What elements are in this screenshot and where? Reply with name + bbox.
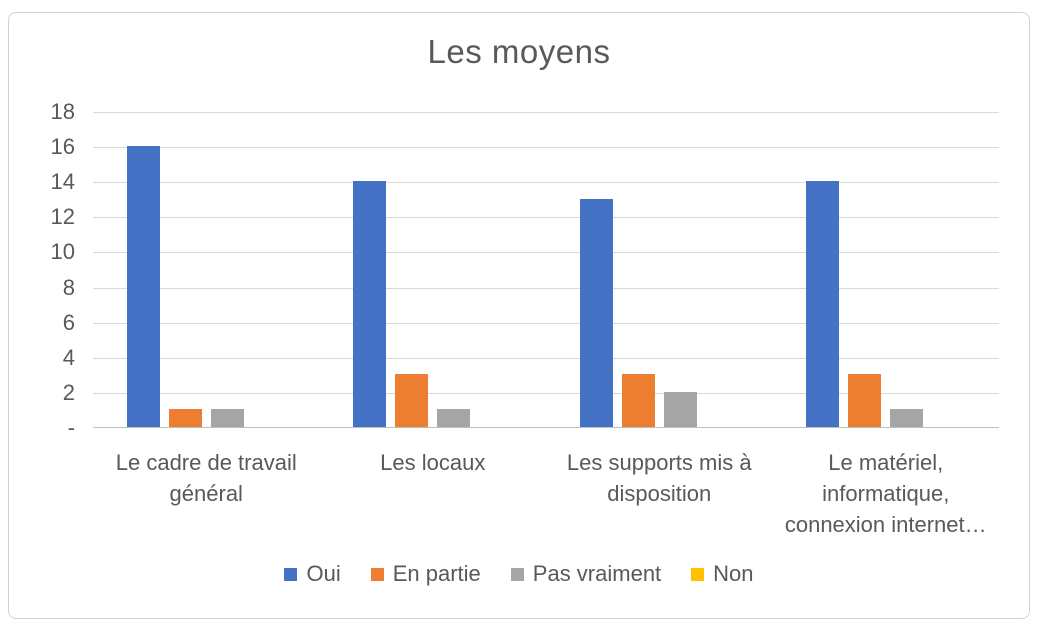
y-tick-label: 16 bbox=[50, 134, 75, 160]
legend-swatch-icon bbox=[691, 567, 705, 581]
legend-swatch-icon bbox=[510, 567, 524, 581]
legend-item-oui: Oui bbox=[284, 561, 341, 587]
y-tick-label: 18 bbox=[50, 99, 75, 124]
gridline bbox=[93, 322, 999, 324]
legend: Oui En partie Pas vraiment Non bbox=[9, 561, 1029, 587]
legend-swatch-icon bbox=[284, 567, 298, 581]
legend-item-pas-vraiment: Pas vraiment bbox=[510, 561, 662, 587]
bar-oui bbox=[353, 181, 387, 427]
gridline bbox=[93, 217, 999, 219]
legend-swatch-icon bbox=[370, 567, 384, 581]
chart-title: Les moyens bbox=[427, 33, 611, 70]
y-tick-label: 14 bbox=[50, 169, 75, 195]
legend-label: Non bbox=[713, 561, 754, 586]
x-axis-line bbox=[93, 427, 999, 428]
legend-item-en-partie: En partie bbox=[370, 561, 481, 587]
gridline bbox=[93, 112, 999, 113]
legend-label: En partie bbox=[392, 561, 481, 586]
plot-area bbox=[93, 112, 999, 428]
y-tick-label: 12 bbox=[50, 204, 75, 230]
bar-en-partie bbox=[848, 374, 882, 427]
gridline bbox=[93, 357, 999, 359]
gridline bbox=[93, 252, 999, 254]
y-tick-label: 6 bbox=[62, 309, 75, 335]
bar-pas-vraiment bbox=[437, 409, 471, 427]
bar-chart: Les moyens - 2 4 6 8 10 12 14 16 18 Le cadre de t… bbox=[8, 12, 1030, 619]
y-tick-label: - bbox=[67, 415, 75, 440]
bar-pas-vraiment bbox=[210, 409, 244, 427]
legend-label: Pas vraiment bbox=[532, 561, 662, 586]
bar-oui bbox=[806, 181, 840, 427]
gridline bbox=[93, 287, 999, 289]
gridline bbox=[93, 392, 999, 394]
legend-item-non: Non bbox=[691, 561, 754, 587]
bar-en-partie bbox=[621, 374, 655, 427]
x-category-label: Le matériel, informatique, connexion int… bbox=[784, 450, 987, 537]
y-tick-label: 10 bbox=[50, 239, 75, 265]
y-tick-label: 4 bbox=[62, 344, 75, 370]
bar-oui bbox=[126, 146, 160, 427]
bar-pas-vraiment bbox=[890, 409, 924, 427]
y-tick-label: 2 bbox=[62, 379, 75, 405]
gridline bbox=[93, 182, 999, 184]
bar-en-partie bbox=[395, 374, 429, 427]
gridline bbox=[93, 147, 999, 149]
y-tick-label: 8 bbox=[62, 274, 75, 300]
x-category-label: Les locaux bbox=[380, 450, 486, 475]
bar-oui bbox=[579, 198, 613, 427]
bar-pas-vraiment bbox=[663, 391, 697, 427]
bar-en-partie bbox=[168, 409, 202, 427]
x-category-label: Les supports mis à disposition bbox=[566, 450, 752, 506]
x-category-label: Le cadre de travail général bbox=[115, 450, 297, 506]
legend-label: Oui bbox=[306, 561, 341, 586]
